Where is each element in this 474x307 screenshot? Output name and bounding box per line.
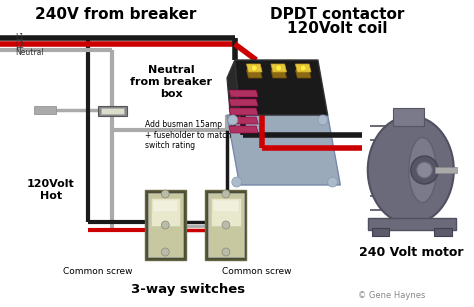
Text: Neutral: Neutral: [16, 48, 44, 56]
Circle shape: [228, 115, 237, 125]
Bar: [98, 106, 127, 116]
Circle shape: [161, 190, 169, 198]
Text: L1: L1: [16, 33, 25, 41]
Polygon shape: [227, 60, 240, 133]
Bar: [209, 193, 244, 257]
Bar: [148, 193, 183, 257]
Bar: [368, 218, 456, 230]
Circle shape: [222, 221, 230, 229]
Bar: [101, 108, 124, 114]
Ellipse shape: [409, 138, 436, 203]
Polygon shape: [271, 64, 287, 72]
Polygon shape: [229, 126, 258, 133]
Bar: [213, 200, 238, 212]
Text: Add busman 15amp
+ fuseholder to match
switch rating: Add busman 15amp + fuseholder to match s…: [145, 120, 231, 150]
Text: © Gene Haynes: © Gene Haynes: [357, 292, 425, 301]
Bar: [145, 190, 186, 260]
Ellipse shape: [368, 116, 454, 224]
Polygon shape: [271, 70, 287, 78]
Bar: [153, 200, 178, 212]
Bar: [211, 198, 241, 226]
Text: 120Volt
Hot: 120Volt Hot: [27, 179, 75, 201]
Text: Common screw: Common screw: [221, 267, 291, 277]
Polygon shape: [235, 60, 328, 115]
Circle shape: [318, 115, 328, 125]
Text: 240V from breaker: 240V from breaker: [35, 6, 196, 21]
Polygon shape: [246, 70, 262, 78]
Bar: [434, 228, 452, 236]
Bar: [151, 198, 180, 226]
Polygon shape: [295, 70, 311, 78]
Bar: [435, 167, 457, 173]
Text: 3-way switches: 3-way switches: [131, 283, 245, 297]
Bar: [34, 106, 56, 114]
Circle shape: [222, 248, 230, 256]
Bar: [372, 228, 389, 236]
Polygon shape: [295, 64, 311, 72]
Circle shape: [161, 248, 169, 256]
Polygon shape: [229, 108, 258, 115]
Bar: [205, 190, 246, 260]
Text: L2: L2: [16, 41, 25, 49]
Polygon shape: [229, 90, 258, 97]
Circle shape: [222, 190, 230, 198]
Circle shape: [276, 65, 282, 71]
Circle shape: [232, 177, 242, 187]
Text: Common screw: Common screw: [63, 267, 133, 277]
Polygon shape: [227, 115, 340, 185]
Polygon shape: [229, 117, 258, 124]
Text: 240 Volt motor: 240 Volt motor: [358, 246, 463, 258]
Bar: [393, 108, 425, 126]
Circle shape: [251, 65, 257, 71]
Text: 120Volt coil: 120Volt coil: [287, 21, 388, 36]
Polygon shape: [246, 64, 262, 72]
Circle shape: [300, 65, 306, 71]
Text: DPDT contactor: DPDT contactor: [270, 6, 405, 21]
Text: Neutral
from breaker
box: Neutral from breaker box: [130, 65, 212, 99]
Circle shape: [417, 162, 432, 178]
Polygon shape: [229, 99, 258, 106]
Circle shape: [411, 156, 438, 184]
Circle shape: [328, 177, 337, 187]
Circle shape: [161, 221, 169, 229]
